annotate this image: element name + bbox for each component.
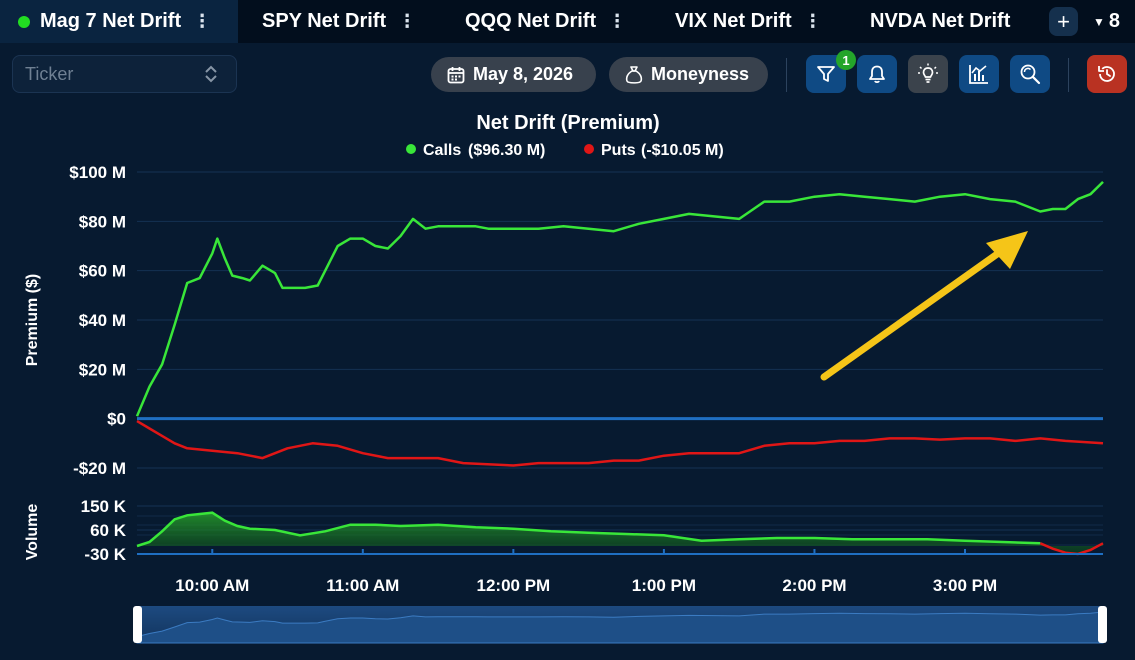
bell-icon bbox=[869, 65, 885, 84]
moneyness-label: Moneyness bbox=[651, 64, 750, 84]
y-tick-label: $60 M bbox=[79, 262, 126, 281]
y-tick-label: $20 M bbox=[79, 360, 126, 379]
volume-axis-label: Volume bbox=[24, 504, 41, 561]
zoom-reset-button[interactable] bbox=[1010, 55, 1050, 93]
volume-gridlines bbox=[137, 505, 1103, 555]
insights-button[interactable] bbox=[908, 55, 948, 93]
toolbar-divider bbox=[786, 58, 787, 92]
range-handle-left[interactable] bbox=[133, 606, 142, 643]
tab-label: VIX Net Drift bbox=[675, 10, 792, 32]
range-navigator-preview bbox=[136, 611, 1104, 644]
x-tick-label: 3:00 PM bbox=[933, 576, 997, 595]
tab-menu-icon[interactable]: ⋮ bbox=[608, 11, 627, 31]
y-tick-label: $40 M bbox=[79, 311, 126, 330]
premium-y-ticks: $100 M $80 M $60 M $40 M $20 M $0 -$20 M bbox=[69, 163, 126, 478]
chart-settings-button[interactable] bbox=[959, 55, 999, 93]
tab-spy-net-drift[interactable]: SPY Net Drift ⋮ bbox=[262, 0, 416, 43]
y-tick-label: $100 M bbox=[69, 163, 126, 182]
tab-qqq-net-drift[interactable]: QQQ Net Drift ⋮ bbox=[465, 0, 626, 43]
tab-menu-icon[interactable]: ⋮ bbox=[803, 11, 822, 31]
toolbar-divider bbox=[1068, 58, 1069, 92]
volume-line-positive bbox=[136, 511, 1041, 548]
trend-arrow-shaft bbox=[820, 248, 1004, 381]
tab-label: Mag 7 Net Drift bbox=[40, 10, 182, 32]
legend-item-puts[interactable]: Puts (-$10.05 M) bbox=[584, 142, 724, 159]
filter-icon bbox=[817, 66, 835, 82]
tab-menu-icon[interactable]: ⋮ bbox=[398, 11, 417, 31]
y-tick-label: $80 M bbox=[79, 212, 126, 231]
zoom-icon bbox=[1020, 64, 1041, 85]
date-label: May 8, 2026 bbox=[473, 64, 574, 84]
history-button[interactable] bbox=[1087, 55, 1127, 93]
x-tick-label: 1:00 PM bbox=[632, 576, 696, 595]
legend-puts-swatch bbox=[584, 144, 594, 154]
volume-y-ticks: 150 K 60 K -30 K bbox=[81, 497, 127, 564]
puts-series-line bbox=[136, 420, 1104, 467]
ticker-placeholder: Ticker bbox=[25, 63, 74, 84]
moneyness-button[interactable]: Moneyness bbox=[609, 57, 768, 92]
tab-label: NVDA Net Drift bbox=[870, 10, 1011, 32]
tab-mag7-net-drift[interactable]: Mag 7 Net Drift ⋮ bbox=[0, 0, 238, 43]
x-tick-label: 12:00 PM bbox=[477, 576, 551, 595]
tab-label: SPY Net Drift bbox=[262, 10, 387, 32]
trend-arrow-head bbox=[986, 231, 1028, 269]
legend-calls-swatch bbox=[406, 144, 416, 154]
x-tick-label: 10:00 AM bbox=[175, 576, 249, 595]
legend-puts-value: (-$10.05 M) bbox=[641, 142, 724, 159]
volume-y-tick-label: -30 K bbox=[84, 545, 126, 564]
time-axis: 10:00 AM 11:00 AM 12:00 PM 1:00 PM 2:00 PM 3:… bbox=[137, 549, 1103, 595]
legend-calls-name: Calls bbox=[423, 142, 461, 159]
tab-vix-net-drift[interactable]: VIX Net Drift ⋮ bbox=[675, 0, 822, 43]
chart-legend: Calls ($96.30 M) Puts (-$10.05 M) bbox=[406, 142, 724, 159]
volume-y-tick-label: 150 K bbox=[81, 497, 127, 516]
tab-count-label: 8 bbox=[1108, 10, 1121, 32]
x-tick-label: 11:00 AM bbox=[326, 576, 399, 595]
y-tick-label: -$20 M bbox=[73, 459, 126, 478]
filter-count-badge: 1 bbox=[836, 50, 856, 70]
volume-area bbox=[137, 512, 1103, 554]
date-picker-button[interactable]: May 8, 2026 bbox=[431, 57, 596, 92]
bulb-icon bbox=[918, 63, 938, 83]
tab-label: QQQ Net Drift bbox=[465, 10, 597, 32]
add-tab-button[interactable]: + bbox=[1049, 7, 1078, 36]
chart-title: Net Drift (Premium) bbox=[476, 112, 659, 134]
y-tick-label: $0 bbox=[107, 410, 126, 429]
updown-chevron-icon bbox=[205, 65, 217, 83]
calendar-icon bbox=[447, 66, 465, 83]
legend-item-calls[interactable]: Calls ($96.30 M) bbox=[406, 142, 545, 159]
legend-calls-value: ($96.30 M) bbox=[468, 142, 545, 159]
volume-y-tick-label: 60 K bbox=[90, 521, 127, 540]
tab-menu-icon[interactable]: ⋮ bbox=[193, 11, 212, 31]
live-status-dot bbox=[18, 15, 30, 28]
history-icon bbox=[1098, 66, 1115, 82]
trend-arrow-annotation bbox=[820, 231, 1028, 381]
chart-icon bbox=[969, 65, 988, 84]
caret-down-icon: ▼ bbox=[1093, 14, 1105, 29]
x-tick-label: 2:00 PM bbox=[782, 576, 846, 595]
premium-gridlines bbox=[137, 171, 1103, 469]
legend-puts-name: Puts bbox=[601, 142, 636, 159]
moneybag-icon bbox=[625, 65, 643, 84]
calls-series-line bbox=[135, 181, 1104, 417]
tab-nvda-net-drift[interactable]: NVDA Net Drift bbox=[870, 0, 1010, 43]
range-handle-right[interactable] bbox=[1098, 606, 1107, 643]
alerts-button[interactable] bbox=[857, 55, 897, 93]
ticker-select[interactable]: Ticker bbox=[12, 55, 237, 93]
tab-bar: Mag 7 Net Drift ⋮ SPY Net Drift ⋮ QQQ Ne… bbox=[0, 0, 1135, 43]
premium-axis-label: Premium ($) bbox=[24, 274, 41, 366]
tab-overflow-dropdown[interactable]: ▼ 8 bbox=[1093, 0, 1120, 43]
